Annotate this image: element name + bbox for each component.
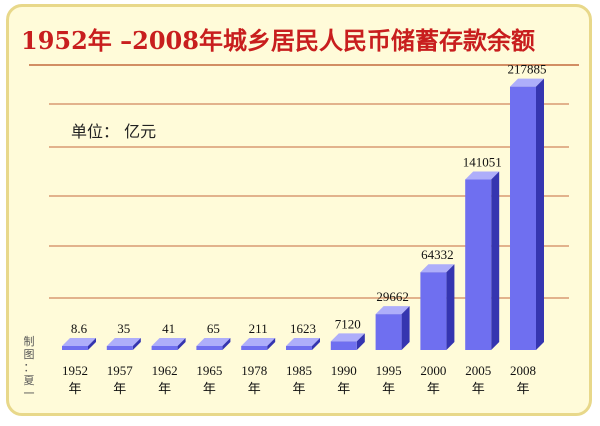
x-tick-label: 1965: [196, 363, 222, 378]
x-tick-label: 1952: [62, 363, 88, 378]
chart-card: 1952年 –2008年城乡居民人民币储蓄存款余额 单位： 亿元 8.6 35 41…: [6, 4, 592, 416]
x-tick-label: 2005: [465, 363, 491, 378]
bar: [330, 333, 365, 350]
bar-front: [286, 346, 312, 350]
x-tick-label-suffix: 年: [472, 381, 485, 396]
data-label: 35: [117, 321, 130, 336]
bar-front: [330, 341, 357, 350]
data-label: 29662: [376, 289, 409, 304]
x-tick-label: 1985: [286, 363, 312, 378]
data-label: 41: [162, 321, 175, 336]
bar-front: [510, 86, 536, 351]
bar-top: [286, 338, 320, 346]
credit-char: 制: [24, 335, 35, 348]
bar-top: [62, 338, 96, 346]
bar-front: [62, 346, 88, 350]
bar-side: [401, 306, 410, 350]
bar-side: [222, 338, 231, 350]
bar-side: [356, 333, 365, 350]
bar: [420, 264, 455, 350]
bar-front: [106, 346, 133, 350]
bar: [196, 338, 231, 350]
bar-front: [151, 346, 178, 350]
credit-char: ：: [24, 361, 35, 374]
bar-top: [330, 333, 365, 342]
chart-credit: 制图：夏一: [24, 335, 35, 400]
x-tick-label-suffix: 年: [248, 381, 261, 396]
data-labels: 8.6 35 41 65 211 1623 7120 29662 64332 141051 2178…: [71, 62, 547, 336]
bar: [62, 338, 96, 350]
x-tick-label: 1995: [376, 363, 402, 378]
x-tick-label: 2008: [510, 363, 536, 378]
bar: [106, 338, 141, 350]
data-label: 7120: [335, 316, 361, 331]
x-tick-label-suffix: 年: [113, 381, 126, 396]
x-tick-label-suffix: 年: [158, 381, 171, 396]
bar-top: [151, 338, 186, 346]
unit-label: 单位： 亿元: [71, 122, 156, 141]
bar-side: [267, 338, 276, 350]
x-tick-label: 1957: [107, 363, 134, 378]
credit-char: 夏: [24, 374, 35, 387]
x-tick-label-suffix: 年: [292, 381, 305, 396]
bar: [375, 306, 410, 350]
bar-front: [465, 179, 492, 350]
data-label: 64332: [421, 247, 454, 262]
data-label: 8.6: [71, 321, 88, 336]
bar-side: [446, 264, 455, 350]
data-label: 1623: [290, 321, 316, 336]
x-tick-label: 1962: [152, 363, 178, 378]
bar-front: [375, 314, 402, 350]
bar-side: [88, 338, 96, 350]
bar-top: [241, 338, 276, 346]
data-label: 141051: [463, 155, 502, 170]
x-tick-label: 1978: [241, 363, 267, 378]
bar: [151, 338, 186, 350]
bar-front: [420, 272, 447, 350]
x-tick-label-suffix: 年: [516, 381, 529, 396]
bar: [286, 338, 320, 350]
bar-top: [375, 306, 410, 315]
bar-side: [536, 78, 544, 351]
x-tick-label-suffix: 年: [427, 381, 440, 396]
bar-side: [132, 338, 141, 350]
bar-top: [196, 338, 231, 346]
x-tick-label-suffix: 年: [203, 381, 216, 396]
bar-front: [196, 346, 223, 350]
x-axis: 1952 年 1957 年 1962 年 1965 年 1978 年 1985 年 1990 年 1995 年…: [62, 363, 536, 396]
data-label: 211: [249, 321, 268, 336]
bars: [62, 78, 544, 351]
bar-top: [510, 78, 544, 87]
bar-side: [177, 338, 186, 350]
x-tick-label-suffix: 年: [382, 381, 395, 396]
credit-char: 图: [24, 348, 35, 361]
bar-chart: 1952年 –2008年城乡居民人民币储蓄存款余额 单位： 亿元 8.6 35 41…: [21, 26, 579, 400]
bar-front: [241, 346, 268, 350]
data-label: 65: [207, 321, 220, 336]
bar-top: [420, 264, 455, 273]
x-tick-label: 2000: [420, 363, 446, 378]
x-tick-label-suffix: 年: [337, 381, 350, 396]
x-tick-label: 1990: [331, 363, 357, 378]
bar-side: [491, 171, 500, 350]
bar: [465, 171, 500, 350]
chart-title: 1952年 –2008年城乡居民人民币储蓄存款余额: [21, 26, 535, 55]
bar-side: [312, 338, 320, 350]
bar-top: [465, 171, 500, 180]
bar: [510, 78, 544, 351]
bar-top: [106, 338, 141, 346]
credit-char: 一: [24, 387, 35, 400]
x-tick-label-suffix: 年: [68, 381, 81, 396]
data-label: 217885: [508, 62, 547, 77]
bar: [241, 338, 276, 350]
